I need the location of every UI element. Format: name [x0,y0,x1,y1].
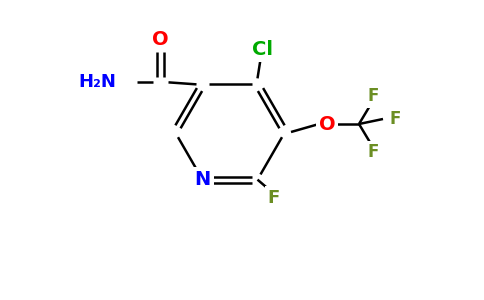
Text: O: O [318,115,335,134]
Text: Cl: Cl [252,40,273,59]
Text: F: F [267,189,280,207]
Text: H₂N: H₂N [78,74,117,92]
Text: O: O [152,30,169,49]
Text: F: F [367,87,378,105]
Text: F: F [367,143,378,161]
Text: N: N [195,170,211,189]
Text: F: F [389,110,401,128]
